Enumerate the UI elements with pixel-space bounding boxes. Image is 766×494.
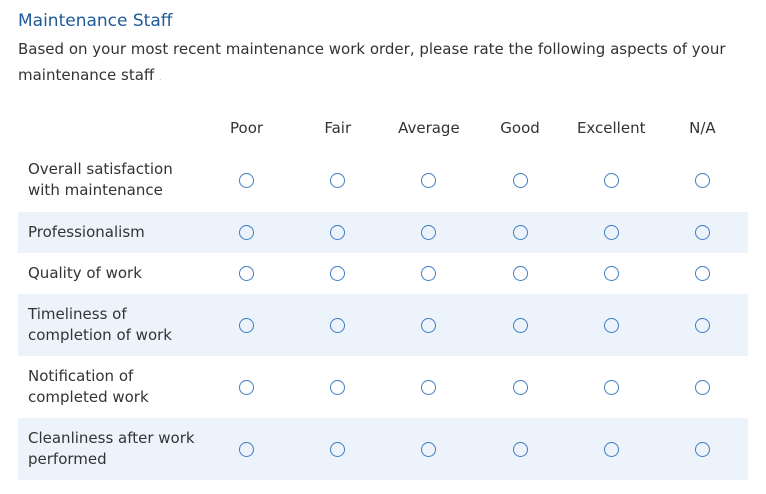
radio-excellent[interactable] xyxy=(603,317,619,333)
row-label: Cleanliness after work performed xyxy=(18,418,201,480)
matrix-row-overall-satisfaction: Overall satisfaction with maintenance xyxy=(18,148,748,212)
radio-fair[interactable] xyxy=(330,266,346,281)
radio-average[interactable] xyxy=(421,379,437,395)
column-header-average: Average xyxy=(398,119,460,137)
statement-column-header xyxy=(18,108,201,148)
radio-fair[interactable] xyxy=(330,317,346,333)
radio-na[interactable] xyxy=(694,266,710,281)
matrix-header-row: Poor Fair Average Good Excellent N/A xyxy=(18,108,748,148)
column-header-good: Good xyxy=(500,119,540,137)
matrix-row-timeliness: Timeliness of completion of work xyxy=(18,294,748,356)
radio-average[interactable] xyxy=(421,225,437,240)
radio-excellent[interactable] xyxy=(603,379,619,395)
column-header-poor: Poor xyxy=(230,119,264,137)
radio-fair[interactable] xyxy=(330,379,346,395)
radio-good[interactable] xyxy=(512,379,528,395)
radio-na[interactable] xyxy=(694,441,710,457)
radio-na[interactable] xyxy=(694,317,710,333)
radio-fair[interactable] xyxy=(330,441,346,457)
matrix-row-quality-of-work: Quality of work xyxy=(18,253,748,294)
radio-na[interactable] xyxy=(694,225,710,240)
question-instructions: Based on your most recent maintenance wo… xyxy=(18,36,738,91)
column-header-na: N/A xyxy=(689,119,716,137)
row-label: Timeliness of completion of work xyxy=(18,294,201,356)
rating-matrix: Poor Fair Average Good Excellent N/A Ove… xyxy=(18,108,748,480)
radio-poor[interactable] xyxy=(239,379,255,395)
question-instructions-text: Based on your most recent maintenance wo… xyxy=(18,40,726,84)
radio-poor[interactable] xyxy=(239,441,255,457)
row-label: Professionalism xyxy=(18,212,201,253)
radio-excellent[interactable] xyxy=(603,225,619,240)
matrix-row-professionalism: Professionalism xyxy=(18,212,748,253)
column-header-fair: Fair xyxy=(324,119,352,137)
question-title: Maintenance Staff xyxy=(18,11,173,31)
row-label: Notification of completed work xyxy=(28,367,149,406)
radio-poor[interactable] xyxy=(239,266,255,281)
radio-good[interactable] xyxy=(512,441,528,457)
radio-average[interactable] xyxy=(421,317,437,333)
radio-good[interactable] xyxy=(512,225,528,240)
radio-fair[interactable] xyxy=(330,172,346,188)
radio-average[interactable] xyxy=(421,266,437,281)
radio-good[interactable] xyxy=(512,266,528,281)
radio-excellent[interactable] xyxy=(603,172,619,188)
radio-fair[interactable] xyxy=(330,225,346,240)
radio-na[interactable] xyxy=(694,379,710,395)
row-label: Quality of work xyxy=(28,264,142,282)
radio-excellent[interactable] xyxy=(603,441,619,457)
question-instructions-mark: . xyxy=(159,73,162,83)
radio-excellent[interactable] xyxy=(603,266,619,281)
matrix-row-notification: Notification of completed work xyxy=(18,356,748,418)
row-label: Overall satisfaction with maintenance xyxy=(28,160,173,199)
radio-average[interactable] xyxy=(421,441,437,457)
radio-na[interactable] xyxy=(694,172,710,188)
radio-average[interactable] xyxy=(421,172,437,188)
column-header-excellent: Excellent xyxy=(576,119,646,137)
radio-good[interactable] xyxy=(512,172,528,188)
radio-poor[interactable] xyxy=(239,225,255,240)
radio-poor[interactable] xyxy=(239,317,255,333)
radio-poor[interactable] xyxy=(239,172,255,188)
radio-good[interactable] xyxy=(512,317,528,333)
matrix-row-cleanliness: Cleanliness after work performed xyxy=(18,418,748,480)
